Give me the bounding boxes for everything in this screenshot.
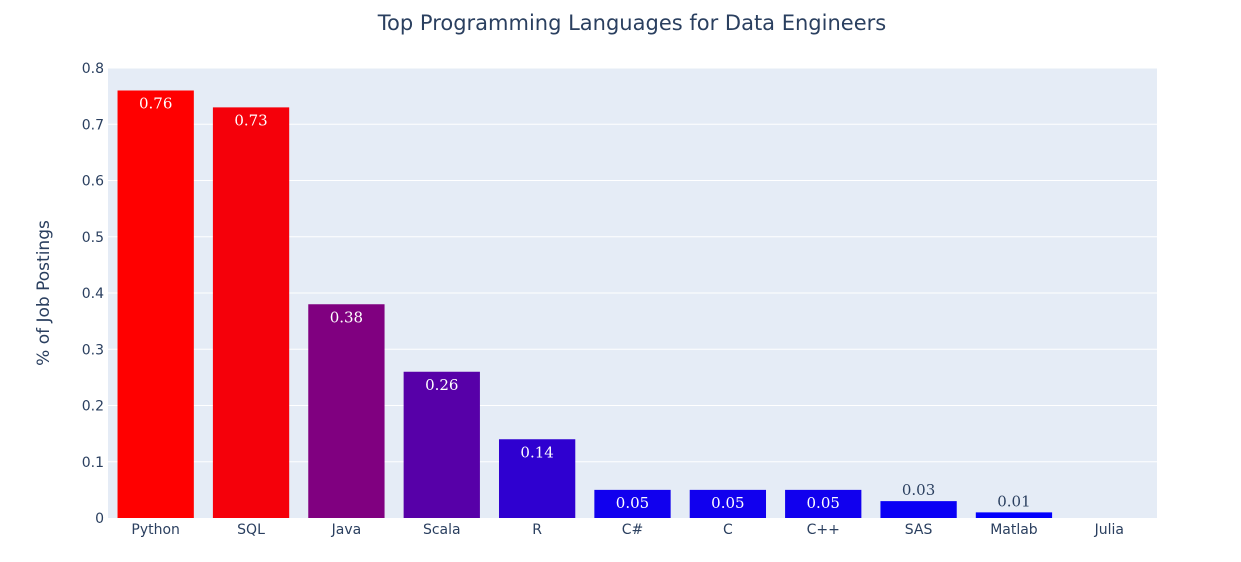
y-axis-label: % of Job Postings — [34, 220, 54, 366]
bar-sql — [212, 107, 290, 518]
data-label: 0.26 — [425, 376, 458, 394]
bar-java — [308, 304, 385, 518]
x-tick-label: Julia — [1094, 522, 1124, 538]
data-label: 0.05 — [711, 494, 744, 512]
x-tick-label: Java — [331, 522, 362, 538]
x-tick-label: Python — [131, 522, 180, 538]
bar-sas — [880, 501, 957, 518]
x-tick-label: SQL — [237, 522, 265, 538]
y-tick-label: 0.7 — [82, 117, 104, 133]
y-tick-label: 0.1 — [82, 455, 104, 471]
y-tick-label: 0.2 — [82, 399, 104, 415]
bars — [117, 90, 1053, 518]
bar-c- — [594, 489, 671, 518]
y-tick-label: 0 — [95, 511, 104, 527]
x-axis-ticks: Python SQL Java Scala R C# C C++ SAS Matlab Julia — [131, 522, 1124, 538]
bar-python — [117, 90, 194, 518]
bar-matlab — [975, 512, 1053, 518]
y-axis-ticks: 0 0.1 0.2 0.3 0.4 0.5 0.6 0.7 0.8 — [82, 61, 104, 527]
data-label: 0.01 — [997, 492, 1030, 510]
data-labels: 0.76 0.73 0.38 0.26 0.14 0.05 0.05 0.05 0.03 0.01 — [139, 95, 1031, 512]
data-label: 0.05 — [807, 494, 840, 512]
data-label: 0.05 — [616, 494, 649, 512]
y-tick-label: 0.8 — [82, 61, 104, 77]
data-label: 0.73 — [234, 111, 267, 129]
x-tick-label: R — [532, 522, 542, 538]
data-label: 0.38 — [330, 308, 363, 326]
bar-c- — [785, 489, 862, 518]
data-label: 0.03 — [902, 481, 935, 499]
x-tick-label: C# — [622, 522, 644, 538]
x-tick-label: SAS — [905, 522, 933, 538]
bar-scala — [403, 371, 480, 518]
y-tick-label: 0.4 — [82, 286, 104, 302]
x-tick-label: C++ — [807, 522, 840, 538]
data-label: 0.14 — [520, 443, 553, 461]
x-tick-label: Matlab — [990, 522, 1038, 538]
y-tick-label: 0.3 — [82, 342, 104, 358]
y-tick-label: 0.6 — [82, 174, 104, 190]
bar-c — [689, 489, 767, 518]
data-label: 0.76 — [139, 95, 172, 113]
chart-title: Top Programming Languages for Data Engin… — [377, 11, 886, 35]
y-tick-label: 0.5 — [82, 230, 104, 246]
bar-r — [498, 439, 576, 518]
x-tick-label: Scala — [423, 522, 461, 538]
x-tick-label: C — [723, 522, 733, 538]
